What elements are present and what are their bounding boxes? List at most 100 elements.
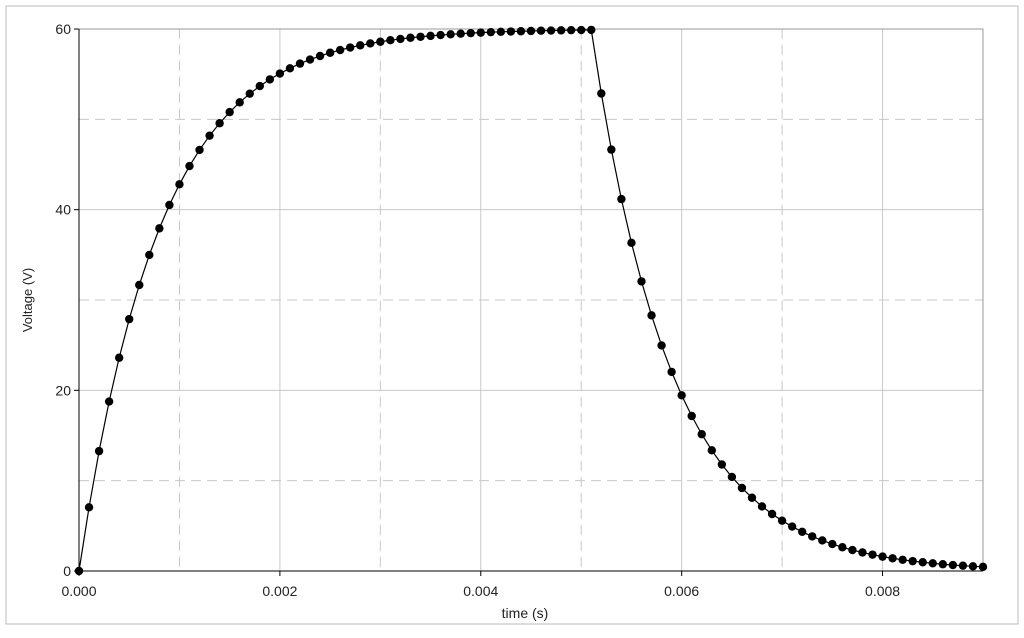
data-point bbox=[707, 446, 716, 455]
data-point bbox=[496, 27, 506, 37]
data-point bbox=[767, 509, 777, 519]
data-point bbox=[687, 411, 696, 421]
data-point bbox=[617, 194, 626, 204]
x-axis-label: time (s) bbox=[502, 605, 549, 621]
data-point bbox=[195, 145, 204, 155]
data-point bbox=[104, 397, 114, 406]
data-point bbox=[265, 75, 275, 84]
y-tick-label: 40 bbox=[55, 202, 71, 218]
data-point bbox=[275, 69, 285, 78]
data-point bbox=[978, 562, 988, 572]
data-point bbox=[225, 107, 234, 117]
x-tick-label: 0.004 bbox=[463, 583, 498, 599]
data-point bbox=[185, 161, 194, 171]
data-point bbox=[597, 89, 606, 98]
data-point bbox=[948, 560, 958, 570]
data-point bbox=[325, 48, 335, 57]
data-point bbox=[737, 483, 747, 493]
x-tick-label: 0.000 bbox=[61, 583, 96, 599]
data-point bbox=[486, 27, 496, 37]
data-point bbox=[476, 28, 485, 37]
data-point bbox=[426, 31, 435, 41]
data-point bbox=[516, 27, 526, 36]
data-point bbox=[536, 26, 546, 35]
frame bbox=[5, 5, 1019, 625]
data-point bbox=[315, 51, 325, 61]
data-point bbox=[335, 45, 345, 55]
data-point bbox=[808, 532, 817, 541]
data-point bbox=[938, 560, 948, 569]
data-point bbox=[858, 548, 867, 557]
data-point bbox=[637, 277, 646, 286]
y-tick-label: 60 bbox=[55, 21, 71, 37]
data-point bbox=[235, 98, 244, 107]
data-point bbox=[727, 472, 737, 482]
data-point bbox=[747, 493, 757, 502]
data-point bbox=[295, 59, 305, 68]
data-point bbox=[787, 522, 797, 531]
data-point bbox=[255, 81, 264, 91]
data-point bbox=[175, 180, 184, 189]
data-point bbox=[436, 30, 445, 40]
data-point bbox=[577, 25, 586, 35]
data-point bbox=[376, 37, 385, 46]
data-point bbox=[888, 554, 897, 563]
data-point bbox=[818, 536, 827, 545]
y-tick-label: 0 bbox=[63, 563, 71, 579]
data-point bbox=[305, 55, 315, 64]
data-point bbox=[205, 131, 214, 140]
data-point bbox=[928, 559, 937, 568]
data-point bbox=[777, 516, 787, 525]
y-tick-label: 20 bbox=[55, 382, 71, 398]
data-point bbox=[566, 25, 576, 35]
data-point bbox=[828, 539, 837, 549]
data-point bbox=[346, 43, 355, 52]
data-point bbox=[677, 391, 686, 400]
data-point bbox=[667, 367, 676, 377]
data-point bbox=[556, 26, 566, 35]
data-point bbox=[155, 224, 164, 233]
data-point bbox=[958, 561, 968, 570]
data-point bbox=[968, 562, 978, 571]
data-point bbox=[165, 200, 174, 210]
data-point bbox=[94, 446, 104, 456]
data-point bbox=[446, 30, 455, 39]
data-point bbox=[245, 89, 254, 98]
data-point bbox=[908, 556, 917, 566]
data-point bbox=[285, 64, 295, 73]
data-point bbox=[918, 558, 927, 567]
data-point bbox=[466, 28, 475, 38]
data-point bbox=[868, 550, 877, 559]
data-point bbox=[416, 32, 425, 41]
data-point bbox=[898, 555, 907, 564]
data-point bbox=[878, 552, 887, 561]
data-point bbox=[386, 36, 395, 45]
data-point bbox=[356, 41, 365, 50]
data-point bbox=[114, 353, 124, 362]
x-tick-label: 0.008 bbox=[865, 583, 900, 599]
data-point bbox=[406, 33, 415, 42]
data-point bbox=[366, 39, 375, 48]
x-tick-label: 0.006 bbox=[664, 583, 699, 599]
x-tick-label: 0.002 bbox=[262, 583, 297, 599]
data-point bbox=[84, 503, 94, 512]
data-point bbox=[215, 119, 224, 128]
data-point bbox=[74, 566, 84, 576]
data-point bbox=[627, 238, 636, 248]
data-point bbox=[546, 26, 556, 35]
data-point bbox=[456, 29, 465, 38]
data-point bbox=[717, 460, 727, 469]
y-axis-label: Voltage (V) bbox=[20, 268, 35, 332]
data-point bbox=[145, 250, 154, 260]
data-point bbox=[647, 311, 656, 320]
data-point bbox=[848, 545, 857, 555]
data-point bbox=[587, 25, 596, 35]
data-point bbox=[838, 543, 847, 552]
data-point bbox=[125, 314, 134, 324]
data-point bbox=[697, 430, 706, 439]
data-point bbox=[135, 280, 144, 290]
data-point bbox=[798, 527, 807, 536]
data-point bbox=[526, 26, 536, 36]
data-point bbox=[506, 27, 516, 36]
